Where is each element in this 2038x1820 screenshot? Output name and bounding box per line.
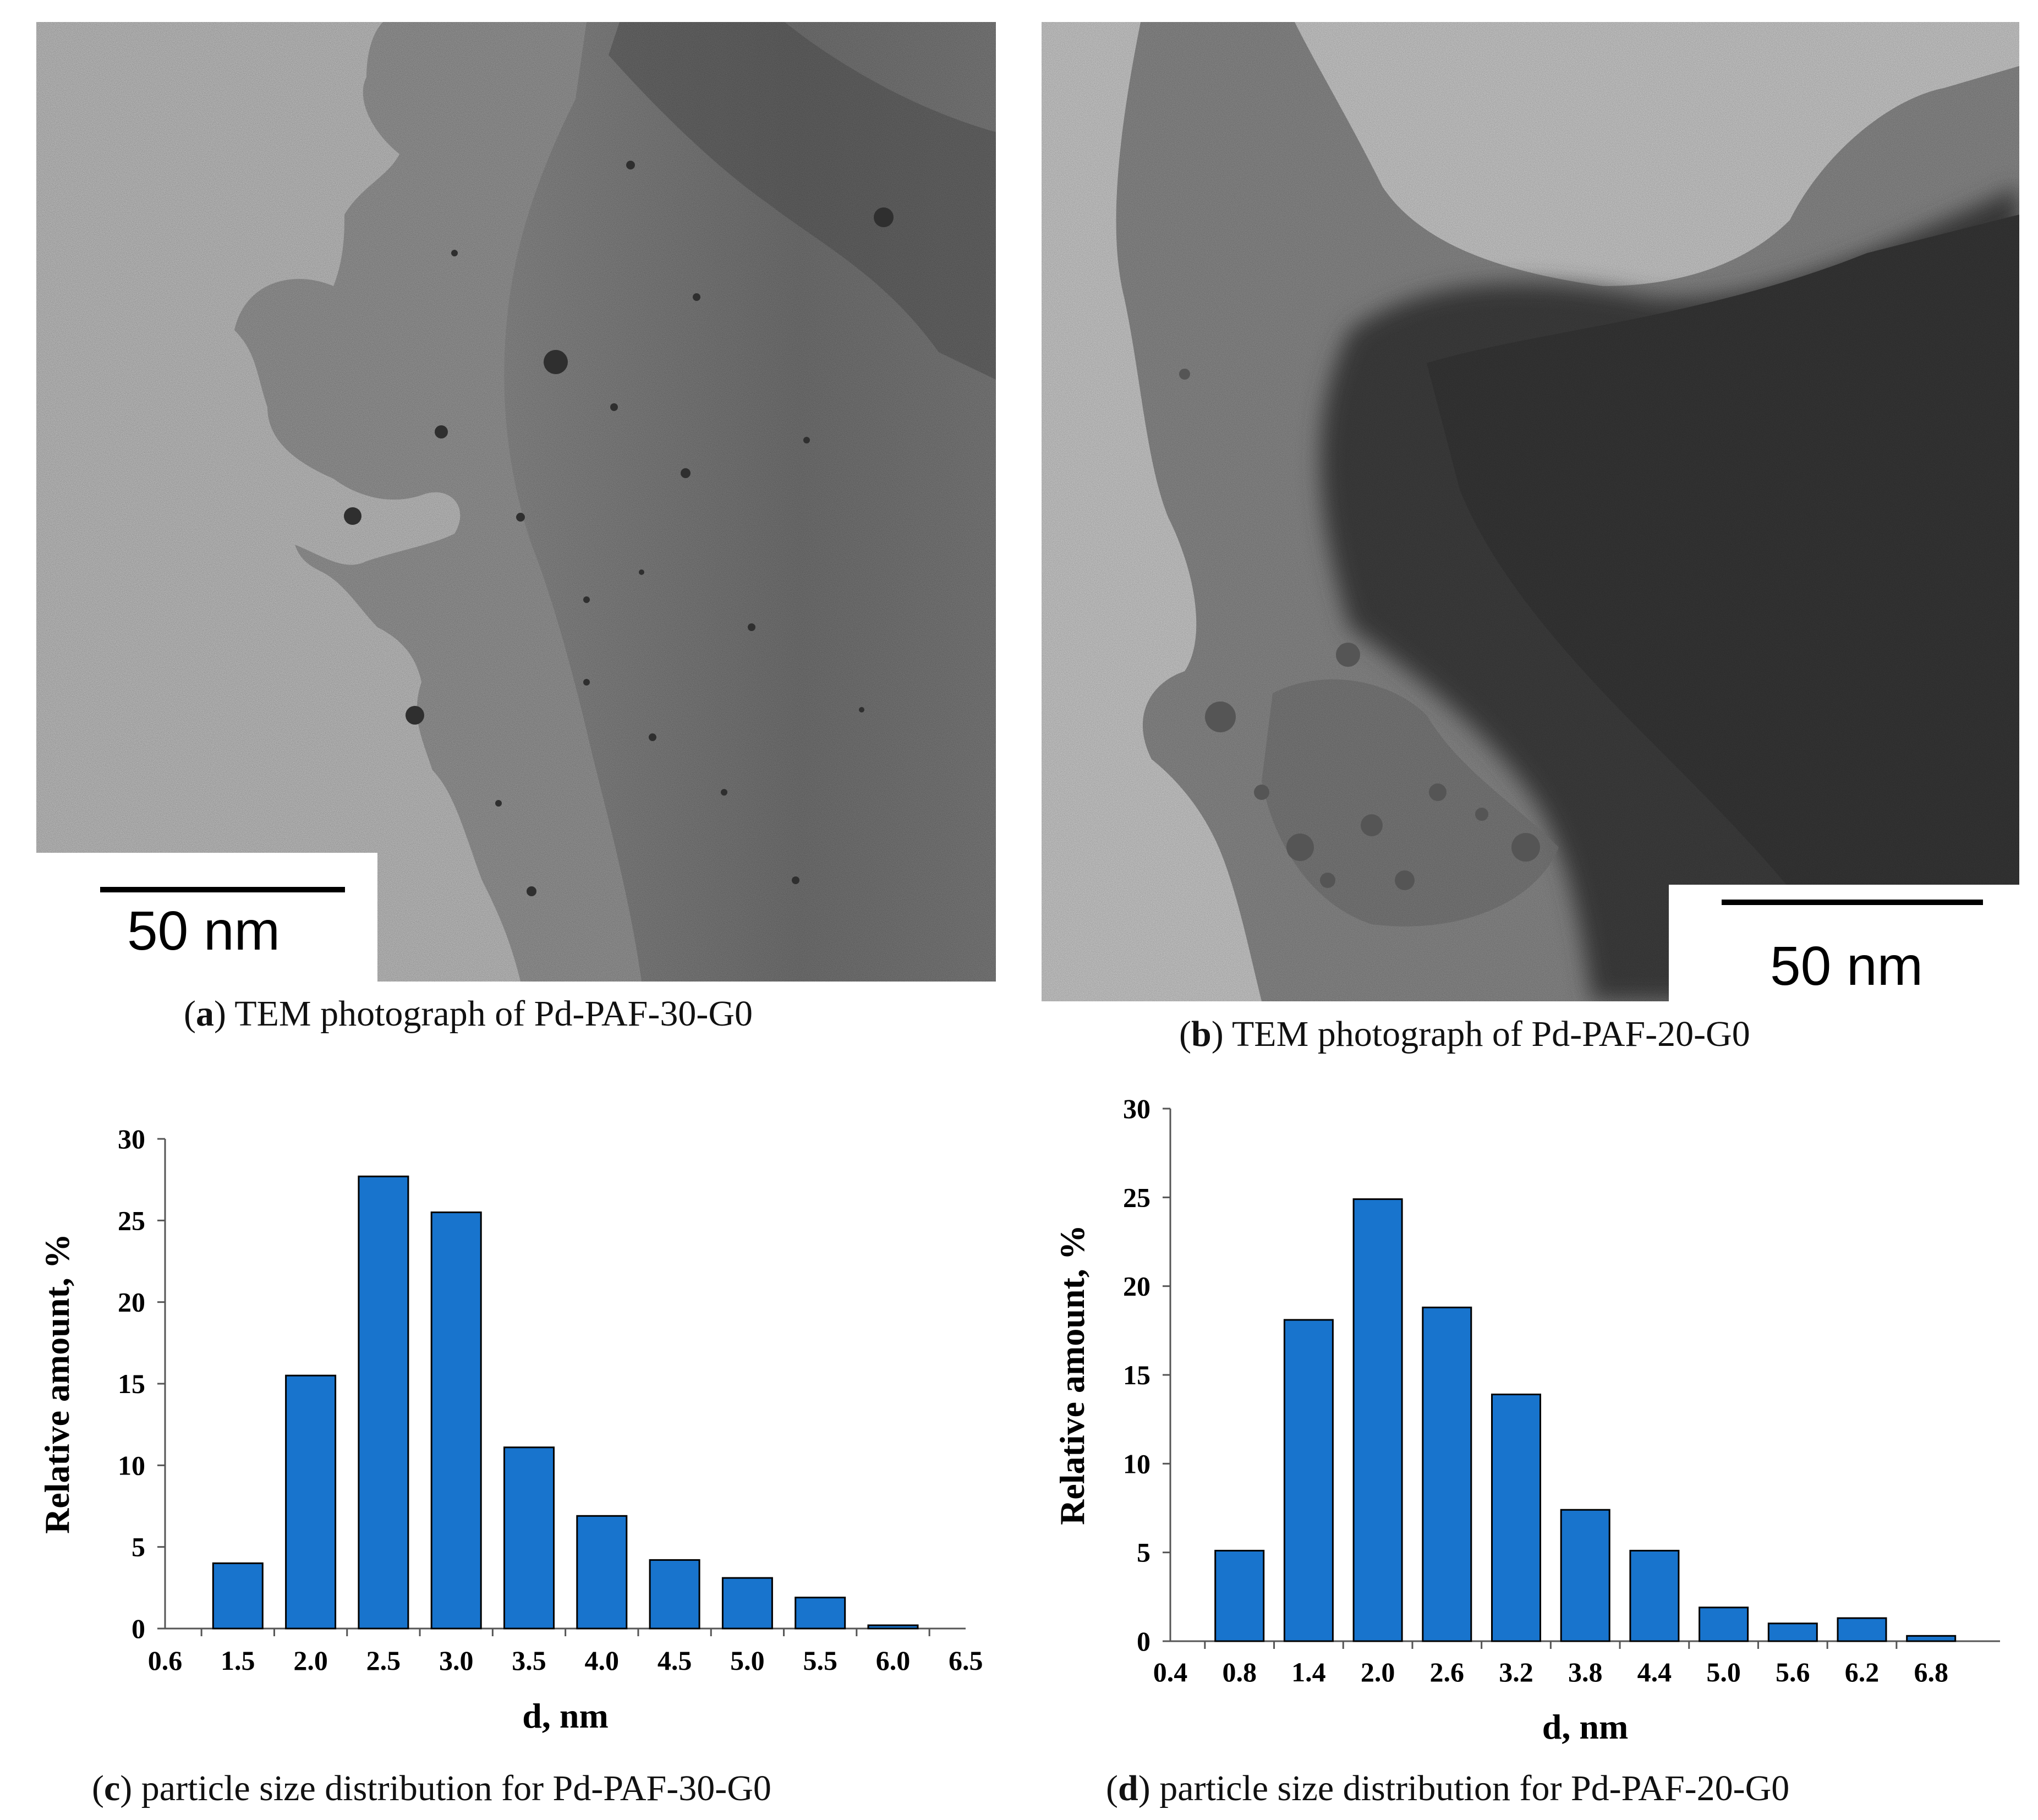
tem-image-a: 50 nm bbox=[36, 22, 996, 982]
x-tick-label: 0.8 bbox=[1222, 1657, 1257, 1687]
histogram-c-svg: 0 5 10 15 20 25 30 0.6 1.5 2.0 2.5 3.0 3.5 4.0 4.5 5.0 5… bbox=[37, 1123, 983, 1735]
x-tick-label: 5.0 bbox=[1706, 1657, 1741, 1687]
y-tick-label: 30 bbox=[118, 1123, 145, 1154]
x-tick-label: 3.2 bbox=[1499, 1657, 1533, 1687]
x-tick-label: 1.5 bbox=[221, 1645, 255, 1676]
x-tick-label: 0.6 bbox=[148, 1645, 183, 1676]
caption-b: (b) TEM photograph of Pd-PAF-20-G0 bbox=[1179, 1014, 1750, 1054]
caption-d-letter: d bbox=[1117, 1768, 1138, 1808]
x-tick-label: 4.4 bbox=[1637, 1657, 1672, 1687]
tem-image-a-graphic bbox=[36, 22, 996, 982]
x-tick-label: 3.8 bbox=[1568, 1657, 1603, 1687]
y-tick-label: 30 bbox=[1123, 1093, 1151, 1124]
y-tick-label: 15 bbox=[118, 1368, 145, 1399]
caption-a: (a) TEM photograph of Pd-PAF-30-G0 bbox=[184, 994, 753, 1034]
caption-c: (c) particle size distribution for Pd-PA… bbox=[92, 1768, 771, 1808]
x-tick-label: 0.4 bbox=[1153, 1657, 1188, 1687]
scale-bar-b: 50 nm bbox=[1669, 885, 2019, 1001]
x-tick-label: 3.0 bbox=[439, 1645, 474, 1676]
y-tick-label: 20 bbox=[1123, 1271, 1151, 1302]
y-tick-label: 10 bbox=[1123, 1448, 1151, 1479]
caption-d: (d) particle size distribution for Pd-PA… bbox=[1106, 1768, 1790, 1808]
bar-2.6 bbox=[1422, 1306, 1472, 1642]
y-tick-label: 0 bbox=[132, 1613, 145, 1644]
x-tick-label: 5.0 bbox=[730, 1645, 765, 1676]
histogram-c: 0 5 10 15 20 25 30 0.6 1.5 2.0 2.5 3.0 3.5 4.0 4.5 5.0 5… bbox=[0, 1078, 1018, 1761]
bar-5.6 bbox=[1767, 1622, 1818, 1642]
bar-1.5 bbox=[212, 1562, 264, 1630]
x-tick-label: 2.0 bbox=[1361, 1657, 1395, 1687]
x-tick-label: 2.5 bbox=[366, 1645, 401, 1676]
x-tick-label: 3.5 bbox=[512, 1645, 546, 1676]
y-tick-label: 5 bbox=[132, 1532, 145, 1563]
caption-c-letter: c bbox=[103, 1768, 120, 1808]
bar-6.0 bbox=[867, 1624, 919, 1630]
bar-3.0 bbox=[430, 1211, 482, 1630]
bar-2.5 bbox=[358, 1175, 409, 1630]
bar-3.8 bbox=[1560, 1509, 1610, 1642]
y-axis-title: Relative amount, % bbox=[37, 1234, 76, 1534]
y-tick-label: 0 bbox=[1137, 1626, 1151, 1657]
scale-bar-line bbox=[100, 887, 345, 892]
y-tick-label: 25 bbox=[1123, 1182, 1151, 1213]
y-tick-label: 10 bbox=[118, 1450, 145, 1481]
tem-image-b: 50 nm bbox=[1042, 22, 2019, 1001]
x-tick-label: 6.2 bbox=[1845, 1657, 1880, 1687]
bar-5.0 bbox=[1699, 1607, 1749, 1642]
nanoparticles bbox=[344, 161, 894, 896]
bar-4.4 bbox=[1629, 1549, 1680, 1642]
bar-6.2 bbox=[1837, 1617, 1887, 1642]
scale-bar-label: 50 nm bbox=[127, 900, 280, 962]
x-axis-title: d, nm bbox=[1542, 1707, 1629, 1746]
bar-3.5 bbox=[503, 1446, 555, 1630]
histogram-d: 0 5 10 15 20 25 30 0.4 0.8 1.4 2.0 2.6 3.2 3.8 4.4 5.0 5… bbox=[1023, 1073, 2038, 1761]
bar-4.5 bbox=[649, 1559, 700, 1630]
bar-5.5 bbox=[795, 1597, 846, 1630]
x-tick-label: 2.0 bbox=[293, 1645, 328, 1676]
x-tick-label: 4.5 bbox=[658, 1645, 692, 1676]
x-tick-label: 2.6 bbox=[1430, 1657, 1465, 1687]
x-tick-label: 1.4 bbox=[1291, 1657, 1326, 1687]
x-tick-label: 6.5 bbox=[949, 1645, 983, 1676]
x-tick-label: 4.0 bbox=[585, 1645, 620, 1676]
y-tick-label: 25 bbox=[118, 1205, 145, 1236]
y-axis-title: Relative amount, % bbox=[1053, 1225, 1092, 1525]
histogram-d-svg: 0 5 10 15 20 25 30 0.4 0.8 1.4 2.0 2.6 3.2 3.8 4.4 5.0 5… bbox=[1053, 1093, 2000, 1746]
bar-6.8 bbox=[1906, 1635, 1957, 1642]
caption-b-text: TEM photograph of Pd-PAF-20-G0 bbox=[1223, 1014, 1750, 1054]
bar-0.8 bbox=[1214, 1549, 1265, 1642]
caption-a-letter: a bbox=[195, 994, 214, 1034]
x-axis-title: d, nm bbox=[522, 1696, 609, 1735]
scale-bar-label: 50 nm bbox=[1770, 935, 1923, 997]
bar-3.2 bbox=[1491, 1393, 1541, 1642]
caption-c-text: particle size distribution for Pd-PAF-30… bbox=[132, 1768, 771, 1808]
y-tick-label: 20 bbox=[118, 1287, 145, 1318]
tem-image-b-graphic bbox=[1042, 22, 2019, 1001]
bar-4.0 bbox=[576, 1515, 628, 1630]
x-tick-label: 5.6 bbox=[1776, 1657, 1810, 1687]
bar-2.0 bbox=[1352, 1198, 1403, 1642]
x-tick-label: 6.0 bbox=[876, 1645, 911, 1676]
bar-5.0 bbox=[721, 1577, 773, 1630]
nanoparticles-b bbox=[1179, 369, 1540, 890]
y-tick-label: 15 bbox=[1123, 1359, 1151, 1390]
bar-1.4 bbox=[1283, 1319, 1334, 1642]
y-tick-label: 5 bbox=[1137, 1537, 1151, 1568]
x-tick-label: 6.8 bbox=[1914, 1657, 1948, 1687]
scale-bar-line bbox=[1722, 900, 1983, 905]
caption-b-letter: b bbox=[1191, 1014, 1212, 1054]
scale-bar-a: 50 nm bbox=[36, 853, 377, 982]
caption-a-text: TEM photograph of Pd-PAF-30-G0 bbox=[226, 994, 753, 1034]
bar-2.0 bbox=[285, 1374, 337, 1630]
caption-d-text: particle size distribution for Pd-PAF-20… bbox=[1150, 1768, 1790, 1808]
x-tick-label: 5.5 bbox=[803, 1645, 837, 1676]
